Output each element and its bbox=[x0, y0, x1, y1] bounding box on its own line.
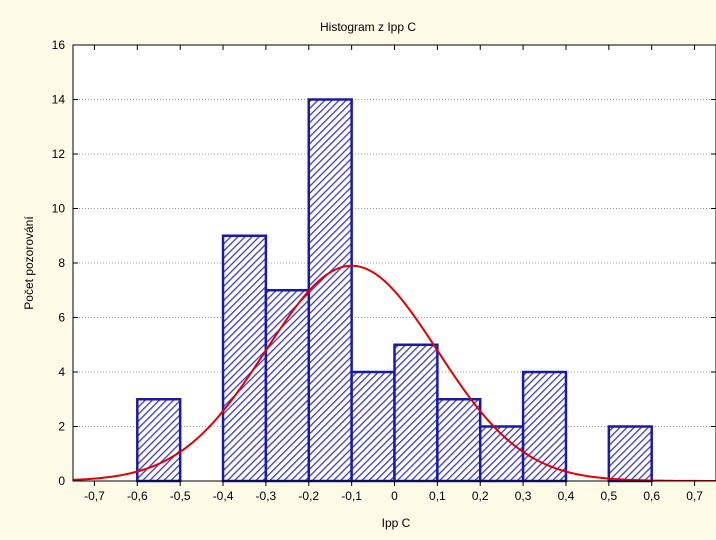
y-tick-label: 14 bbox=[52, 93, 66, 107]
x-axis-label: Ipp C bbox=[382, 516, 411, 530]
x-tick-label: -0,1 bbox=[341, 489, 362, 503]
histogram-bar bbox=[393, 343, 439, 483]
histogram-bar bbox=[607, 425, 653, 483]
y-tick-label: 0 bbox=[58, 474, 65, 488]
x-tick-label: 0,5 bbox=[600, 489, 617, 503]
chart-title: Histogram z Ipp C bbox=[320, 20, 416, 34]
x-tick-label: 0,3 bbox=[515, 489, 532, 503]
y-tick-label: 8 bbox=[58, 256, 65, 270]
x-tick-label: -0,5 bbox=[170, 489, 191, 503]
x-tick-label: -0,7 bbox=[84, 489, 105, 503]
histogram-bar bbox=[221, 234, 268, 483]
y-tick-label: 6 bbox=[58, 311, 65, 325]
y-axis-label: Počet pozorování bbox=[22, 216, 36, 310]
y-tick-labels: 0 2 4 6 8 10 12 14 16 bbox=[52, 38, 66, 488]
x-tick-label: -0,3 bbox=[256, 489, 277, 503]
normal-curve bbox=[73, 264, 716, 481]
x-tick-label: 0,6 bbox=[643, 489, 660, 503]
y-tick-label: 4 bbox=[58, 365, 65, 379]
x-tick-label: -0,2 bbox=[298, 489, 319, 503]
x-tick-label: -0,4 bbox=[213, 489, 234, 503]
histogram-bar bbox=[436, 398, 482, 483]
y-tick-label: 16 bbox=[52, 38, 66, 52]
y-tick-label: 10 bbox=[52, 202, 66, 216]
histogram-bar bbox=[307, 98, 353, 483]
x-tick-label: 0,7 bbox=[686, 489, 703, 503]
x-tick-label: 0 bbox=[391, 489, 398, 503]
axis-ticks bbox=[73, 44, 716, 486]
x-tick-labels: -0,7 -0,6 -0,5 -0,4 -0,3 -0,2 -0,1 0 0,1 0,2 0,3 0,… bbox=[84, 489, 703, 503]
x-tick-label: 0,1 bbox=[429, 489, 446, 503]
x-tick-label: -0,6 bbox=[127, 489, 148, 503]
x-tick-label: 0,4 bbox=[558, 489, 575, 503]
histogram-bars bbox=[136, 98, 653, 483]
y-tick-label: 2 bbox=[58, 420, 65, 434]
x-tick-label: 0,2 bbox=[472, 489, 489, 503]
histogram-bar bbox=[350, 370, 396, 483]
histogram-bar bbox=[136, 398, 182, 483]
y-tick-label: 12 bbox=[52, 147, 66, 161]
